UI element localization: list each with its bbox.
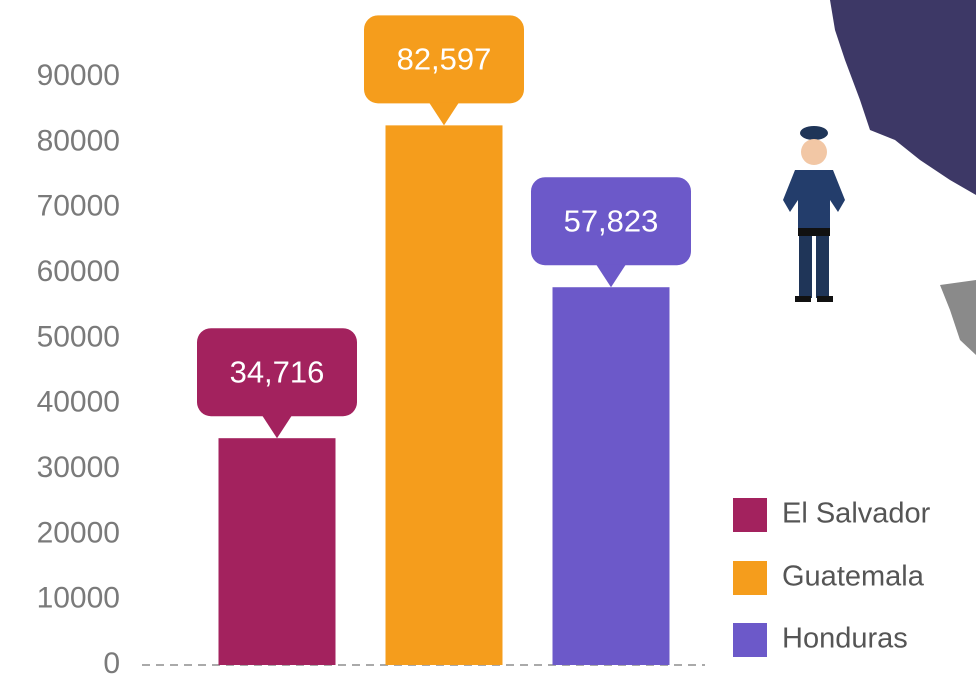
legend-swatch: [733, 561, 767, 595]
value-callout: [531, 177, 691, 266]
y-tick-label: 80000: [37, 124, 120, 157]
bar: [385, 125, 503, 665]
legend-label: Guatemala: [782, 561, 925, 593]
callout-pointer: [596, 264, 626, 288]
map-decoration: [830, 0, 976, 355]
y-tick-label: 30000: [37, 451, 120, 484]
y-tick-label: 20000: [37, 516, 120, 549]
y-tick-label: 60000: [37, 255, 120, 288]
police-officer-icon: [783, 126, 845, 302]
y-tick-label: 70000: [37, 190, 120, 223]
value-label: 82,597: [397, 42, 492, 77]
legend-swatch: [733, 623, 767, 657]
bar: [218, 438, 336, 665]
y-tick-label: 90000: [37, 59, 120, 92]
y-tick-label: 50000: [37, 320, 120, 353]
value-callout: [197, 328, 357, 417]
legend-swatch: [733, 498, 767, 532]
value-callout: [364, 15, 524, 104]
value-label: 34,716: [230, 354, 325, 389]
callout-pointer: [262, 415, 292, 439]
y-tick-label: 0: [103, 647, 120, 680]
y-tick-label: 10000: [37, 582, 120, 615]
legend-label: El Salvador: [782, 498, 931, 530]
callout-pointer: [429, 102, 459, 126]
value-label: 57,823: [564, 203, 659, 238]
y-tick-label: 40000: [37, 386, 120, 419]
legend-label: Honduras: [782, 623, 908, 655]
bar: [552, 287, 670, 665]
